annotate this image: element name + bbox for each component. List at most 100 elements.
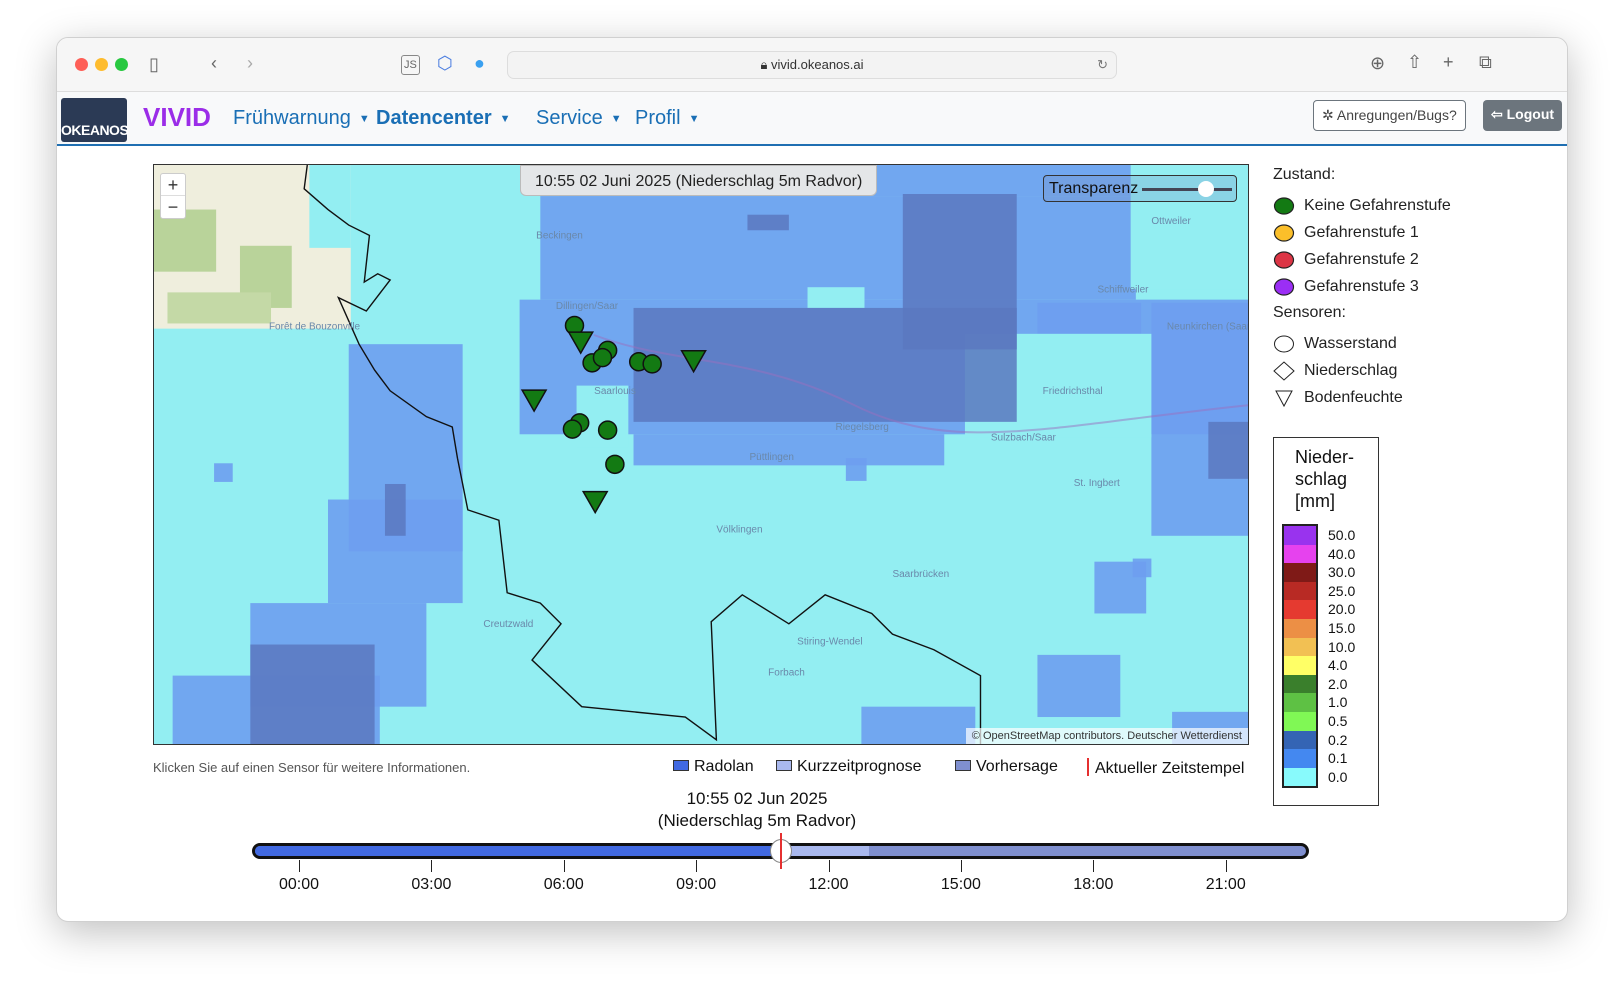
precip-cell [214, 463, 233, 482]
close-window-button[interactable] [75, 58, 88, 71]
colorbar-step [1284, 749, 1316, 768]
precip-cell [633, 434, 945, 466]
colorbar-step [1284, 711, 1316, 731]
brand-vivid[interactable]: VIVID [143, 102, 211, 132]
timeline-tick-label: 09:00 [676, 876, 717, 893]
back-icon[interactable]: ‹ [211, 53, 217, 73]
reload-icon[interactable]: ↻ [1097, 57, 1108, 72]
precip-cell-dark [902, 193, 1017, 350]
legend-sensor-item: Bodenfeuchte [1273, 384, 1451, 411]
feedback-button[interactable]: ✲ Anregungen/Bugs? [1313, 100, 1466, 131]
okeanos-logo[interactable]: OKEANOS [61, 98, 129, 142]
colorbar-title-line: [mm] [1295, 491, 1335, 511]
menu-fruehwarnung[interactable]: Frühwarnung ▼ [233, 107, 370, 130]
legend-sensor-item: Wasserstand [1273, 330, 1451, 357]
cube-extension-icon[interactable]: ⬡ [437, 53, 453, 73]
place-label: Creutzwald [483, 619, 533, 630]
sensor-bodenfeuchte-marker[interactable] [520, 389, 548, 413]
maximize-window-button[interactable] [115, 58, 128, 71]
place-label: Riegelsberg [835, 422, 888, 433]
menu-datencenter[interactable]: Datencenter ▼ [376, 107, 511, 130]
timeline-tick [960, 860, 962, 872]
new-tab-icon[interactable]: + [1443, 52, 1454, 72]
sensor-wasserstand-marker[interactable] [592, 347, 613, 368]
sensor-wasserstand-marker[interactable] [605, 454, 625, 475]
logout-icon: ⇦ [1491, 106, 1507, 122]
colorbar-value: 0.1 [1328, 750, 1348, 767]
legend-current-timestamp: Aktueller Zeitstempel [1087, 758, 1244, 778]
address-bar[interactable]: 🔒︎ vivid.okeanos.ai ↻ [507, 51, 1117, 79]
precip-cell [807, 287, 865, 308]
place-label: Ottweiler [1151, 216, 1191, 227]
map-legend: Zustand: Keine Gefahrenstufe Gefahrenstuf… [1273, 166, 1451, 411]
place-label: Schiffweiler [1098, 284, 1150, 295]
place-label: Püttlingen [750, 452, 794, 463]
precip-cell-dark [250, 644, 375, 744]
legend-label: Keine Gefahrenstufe [1304, 196, 1451, 214]
timeline-tick [299, 860, 300, 872]
map-timestamp: 10:55 02 Juni 2025 (Niederschlag 5m Radv… [520, 165, 878, 196]
minimize-window-button[interactable] [95, 58, 108, 71]
place-label: Saarbrücken [892, 569, 949, 580]
precip-cell [1037, 302, 1142, 334]
place-label: Völklingen [716, 525, 762, 536]
place-label: St. Ingbert [1074, 478, 1120, 489]
colorbar-step [1284, 563, 1316, 582]
colorbar-value: 1.0 [1328, 694, 1348, 711]
precipitation-map[interactable]: Beckingen Dillingen/Saar Saarlouis Ottweile… [153, 164, 1249, 745]
zoom-in-button[interactable]: + [161, 174, 185, 196]
caret-down-icon: ▼ [499, 112, 511, 125]
precip-cell [1037, 654, 1121, 718]
browser-window: ▯ ‹ › JS ⬡ ● 🔒︎ vivid.okeanos.ai ↻ ⊕ ⇧ + … [56, 37, 1568, 922]
colorbar-value: 30.0 [1328, 564, 1356, 581]
navbar: OKEANOS VIVID Frühwarnung ▼ Datencenter ▼ … [57, 92, 1567, 146]
colorbar-step [1284, 600, 1316, 619]
sensor-wasserstand-marker[interactable] [597, 420, 618, 440]
kurzzeit-swatch [776, 760, 792, 771]
motorway [593, 334, 1248, 434]
share-icon[interactable]: ⇧ [1407, 52, 1423, 72]
ghost-extension-icon[interactable]: ● [474, 53, 485, 73]
legend-label: Aktueller Zeitstempel [1095, 760, 1245, 777]
precip-cell-dark [384, 483, 406, 536]
download-icon[interactable]: ⊕ [1370, 53, 1386, 73]
sensor-bodenfeuchte-marker[interactable] [567, 331, 595, 355]
timeline-tick-label: 06:00 [543, 876, 584, 893]
menu-label: Frühwarnung [233, 107, 351, 129]
legend-vorhersage: Vorhersage [955, 758, 1058, 776]
legend-label: Vorhersage [976, 758, 1058, 775]
zoom-out-button[interactable]: − [167, 197, 179, 217]
sensor-bodenfeuchte-marker[interactable] [581, 490, 609, 515]
colorbar-title: Nieder-schlag [mm] [1295, 446, 1354, 512]
transparency-slider-handle[interactable] [1198, 181, 1214, 197]
legend-label: Radolan [694, 758, 754, 775]
map-layer[interactable]: Beckingen Dillingen/Saar Saarlouis Ottweile… [154, 165, 1249, 745]
colorbar-step [1284, 674, 1316, 694]
colorbar: Nieder-schlag [mm] 50.0 40.0 30.0 25.0 20.0 15… [1273, 437, 1379, 806]
logout-button[interactable]: ⇦ Logout [1483, 100, 1563, 131]
tabs-overview-icon[interactable]: ⧉ [1479, 52, 1492, 72]
colorbar-step [1284, 544, 1316, 564]
transparency-slider[interactable] [1142, 188, 1232, 191]
sensoren-title: Sensoren: [1273, 304, 1346, 321]
colorbar-title-line: Nieder- [1295, 447, 1355, 467]
sidebar-icon[interactable]: ▯ [149, 54, 159, 74]
timeline-tick [1093, 860, 1095, 872]
colorbar-labels: 50.0 40.0 30.0 25.0 20.0 15.0 10.0 4.0 2.0 1.0 0.5… [1328, 526, 1355, 786]
forward-icon[interactable]: › [247, 53, 253, 73]
timeline-tick [696, 860, 698, 872]
timeline-tick-label: 00:00 [278, 876, 320, 893]
js-extension-icon[interactable]: JS [401, 55, 420, 75]
logout-label: Logout [1506, 106, 1555, 122]
menu-service[interactable]: Service ▼ [536, 107, 622, 130]
menu-profil[interactable]: Profil ▼ [635, 107, 699, 130]
sensor-wasserstand-marker[interactable] [642, 354, 662, 374]
precip-cell-dark [1208, 421, 1248, 479]
colorbar-step [1284, 637, 1316, 657]
bug-icon: ✲ [1322, 107, 1337, 123]
place-label: Forêt de Bouzonville [269, 322, 361, 333]
legend-label: Kurzzeitprognose [797, 758, 922, 775]
place-label: Stiring-Wendel [797, 637, 862, 648]
sensor-bodenfeuchte-marker[interactable] [680, 349, 707, 374]
sensor-wasserstand-marker[interactable] [562, 419, 583, 439]
